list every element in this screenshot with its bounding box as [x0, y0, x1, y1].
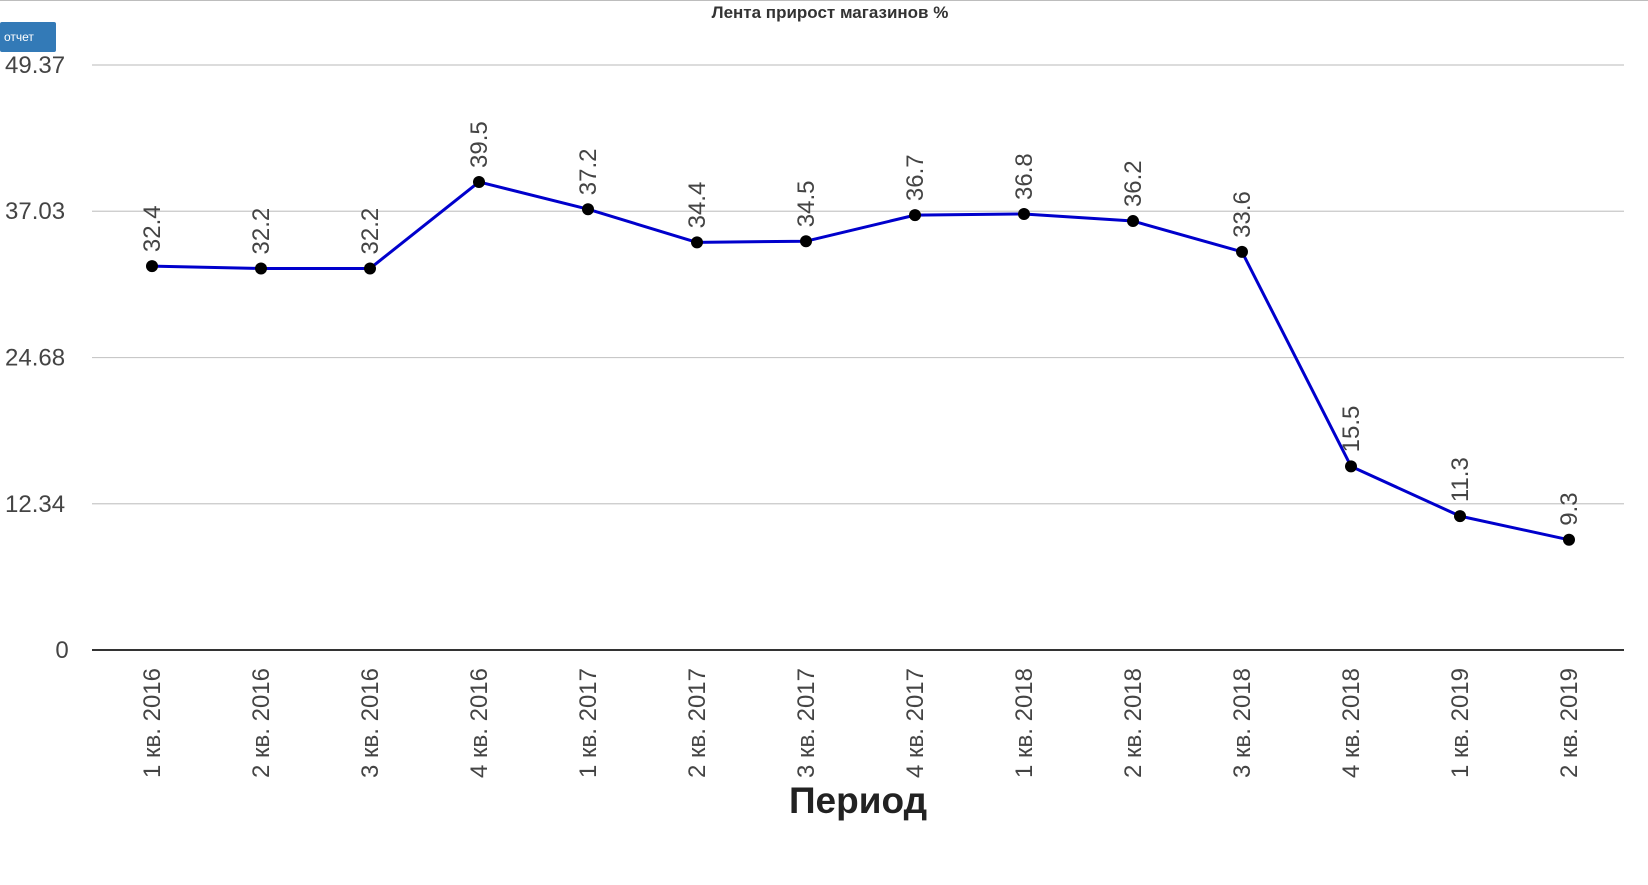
x-tick-label: 1 кв. 2016: [139, 668, 166, 778]
data-point[interactable]: [364, 262, 376, 275]
x-tick-label: 3 кв. 2018: [1229, 668, 1256, 778]
data-point[interactable]: [1018, 207, 1030, 220]
data-label: 32.2: [248, 208, 275, 255]
data-point[interactable]: [800, 235, 812, 248]
gridlines: [92, 64, 1624, 651]
data-label: 9.3: [1556, 492, 1583, 525]
data-label: 39.5: [466, 121, 493, 168]
data-point[interactable]: [1563, 533, 1575, 546]
series-line: [151, 180, 1570, 542]
data-point[interactable]: [691, 236, 703, 249]
y-axis-ticks: 0 12.34 24.68 37.03 49.37: [5, 52, 69, 664]
x-tick-label: 4 кв. 2016: [466, 668, 493, 778]
data-point[interactable]: [582, 203, 594, 216]
data-point[interactable]: [146, 260, 158, 273]
y-tick-label: 12.34: [5, 491, 65, 518]
data-point[interactable]: [1127, 215, 1139, 228]
y-tick-label: 0: [55, 637, 68, 664]
data-label: 33.6: [1229, 191, 1256, 238]
top-border: [0, 0, 1648, 1]
x-tick-label: 2 кв. 2017: [684, 668, 711, 778]
data-labels: 32.4 32.2 32.2 39.5 37.2 34.4 34.5 36.7 36.8 36.2…: [139, 121, 1583, 526]
data-label: 37.2: [575, 148, 602, 195]
chart-title: Лента прирост магазинов %: [711, 3, 949, 22]
data-label: 34.4: [684, 182, 711, 229]
data-label: 32.4: [139, 205, 166, 252]
x-tick-label: 1 кв. 2019: [1447, 668, 1474, 778]
data-label: 36.8: [1011, 153, 1038, 200]
x-tick-label: 2 кв. 2018: [1120, 668, 1147, 778]
data-point[interactable]: [1454, 510, 1466, 523]
series-layer: [146, 175, 1575, 546]
x-axis-title: Период: [789, 780, 927, 821]
data-point[interactable]: [255, 262, 267, 275]
y-tick-label: 37.03: [5, 198, 65, 225]
data-label: 34.5: [793, 180, 820, 227]
x-axis-ticks: 1 кв. 2016 2 кв. 2016 3 кв. 2016 4 кв. 2016…: [139, 668, 1583, 778]
data-label: 11.3: [1447, 457, 1474, 502]
x-tick-label: 3 кв. 2016: [357, 668, 384, 778]
data-label: 32.2: [357, 208, 384, 255]
data-label: 15.5: [1338, 406, 1365, 453]
x-tick-label: 2 кв. 2016: [248, 668, 275, 778]
x-tick-label: 4 кв. 2018: [1338, 668, 1365, 778]
data-label: 36.2: [1120, 160, 1147, 207]
x-tick-label: 1 кв. 2018: [1011, 668, 1038, 778]
data-point[interactable]: [909, 209, 921, 222]
data-point[interactable]: [473, 175, 485, 188]
x-tick-label: 3 кв. 2017: [793, 668, 820, 778]
report-button[interactable]: отчет: [0, 22, 56, 52]
x-tick-label: 1 кв. 2017: [575, 668, 602, 778]
data-point[interactable]: [1236, 245, 1248, 258]
x-tick-label: 4 кв. 2017: [902, 668, 929, 778]
y-tick-label: 24.68: [5, 345, 65, 372]
data-point[interactable]: [1345, 460, 1357, 473]
x-tick-label: 2 кв. 2019: [1556, 668, 1583, 778]
data-label: 36.7: [902, 154, 929, 201]
y-tick-label: 49.37: [5, 52, 65, 79]
